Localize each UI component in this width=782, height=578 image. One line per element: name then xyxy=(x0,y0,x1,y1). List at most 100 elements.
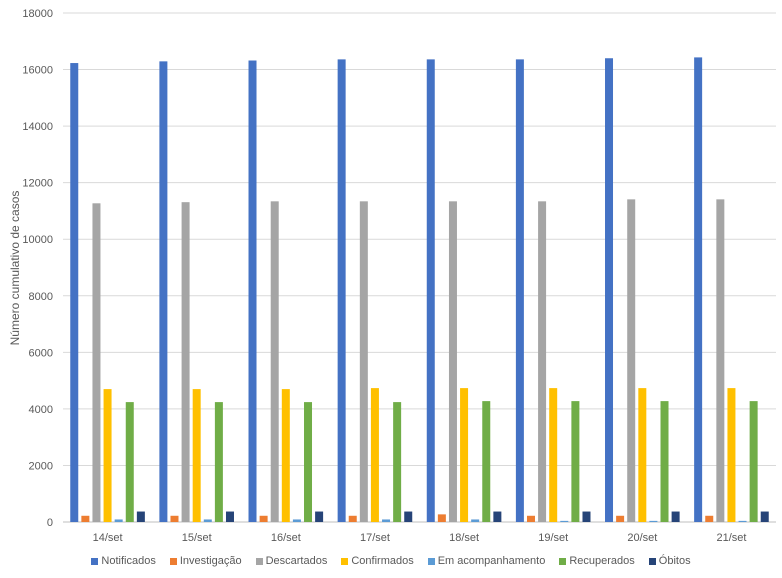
bar-em-acompanhamento-15/set xyxy=(203,519,212,522)
legend-item: Em acompanhamento xyxy=(427,555,546,567)
y-tick-label: 8000 xyxy=(29,291,53,303)
y-tick-label: 16000 xyxy=(22,65,53,77)
bar-descartados-16/set xyxy=(270,201,279,522)
legend-label: Notificados xyxy=(101,555,156,567)
bar-óbitos-21/set xyxy=(760,511,769,522)
bar-descartados-19/set xyxy=(538,201,547,522)
legend-swatch xyxy=(255,557,263,565)
legend-item: Notificados xyxy=(91,555,156,567)
bar-óbitos-17/set xyxy=(404,511,413,522)
bar-investigação-21/set xyxy=(705,515,714,522)
bar-em-acompanhamento-19/set xyxy=(560,520,569,522)
x-tick-label: 17/set xyxy=(360,532,390,544)
x-tick-label: 15/set xyxy=(182,532,212,544)
bar-em-acompanhamento-16/set xyxy=(292,519,301,522)
legend-label: Descartados xyxy=(265,555,328,567)
bar-investigação-17/set xyxy=(348,515,357,522)
bar-em-acompanhamento-14/set xyxy=(114,519,123,522)
x-tick-label: 21/set xyxy=(716,532,746,544)
bar-investigação-18/set xyxy=(437,514,446,522)
bar-investigação-19/set xyxy=(526,515,535,522)
bar-confirmados-16/set xyxy=(281,389,290,522)
bar-recuperados-21/set xyxy=(749,401,758,522)
bar-descartados-15/set xyxy=(181,202,190,522)
bar-recuperados-15/set xyxy=(214,402,223,522)
bar-notificados-16/set xyxy=(248,60,257,523)
legend-swatch xyxy=(169,557,177,565)
x-tick-label: 19/set xyxy=(538,532,568,544)
bar-óbitos-19/set xyxy=(582,511,591,522)
bar-confirmados-17/set xyxy=(370,388,379,522)
bar-investigação-16/set xyxy=(259,515,268,522)
bar-investigação-20/set xyxy=(616,515,625,522)
bar-descartados-20/set xyxy=(627,199,636,522)
bar-notificados-19/set xyxy=(515,59,524,523)
bar-confirmados-15/set xyxy=(192,389,201,522)
y-tick-label: 4000 xyxy=(29,404,53,416)
legend-item: Descartados xyxy=(255,555,328,567)
bar-recuperados-18/set xyxy=(482,401,491,522)
legend-swatch xyxy=(91,557,99,565)
bar-óbitos-20/set xyxy=(671,511,680,522)
x-tick-label: 18/set xyxy=(449,532,479,544)
gridlines xyxy=(63,12,776,523)
legend-label: Em acompanhamento xyxy=(437,555,546,567)
legend-item: Recuperados xyxy=(559,555,635,567)
bar-em-acompanhamento-18/set xyxy=(471,519,480,522)
x-tick-label: 14/set xyxy=(93,532,123,544)
bar-notificados-14/set xyxy=(70,63,79,522)
legend-swatch xyxy=(648,557,656,565)
legend-item: Óbitos xyxy=(648,555,691,567)
legend-label: Recuperados xyxy=(569,555,635,567)
bar-confirmados-20/set xyxy=(638,388,647,522)
bar-recuperados-14/set xyxy=(125,402,134,522)
bar-notificados-21/set xyxy=(694,57,703,522)
legend-item: Investigação xyxy=(169,555,242,567)
bar-em-acompanhamento-17/set xyxy=(382,519,391,522)
legend-label: Óbitos xyxy=(658,555,691,567)
bar-notificados-15/set xyxy=(159,61,168,522)
y-tick-label: 0 xyxy=(47,517,53,529)
legend: Notificados Investigação Descartados Confir… xyxy=(0,555,782,567)
x-tick-label: 16/set xyxy=(271,532,301,544)
bar-descartados-18/set xyxy=(448,201,457,522)
y-tick-label: 14000 xyxy=(22,121,53,133)
bar-óbitos-15/set xyxy=(225,511,234,522)
legend-label: Investigação xyxy=(179,555,242,567)
bar-recuperados-20/set xyxy=(660,401,669,522)
bar-recuperados-16/set xyxy=(304,402,313,522)
legend-swatch xyxy=(341,557,349,565)
x-tick-label: 20/set xyxy=(627,532,657,544)
y-tick-label: 2000 xyxy=(29,460,53,472)
bar-em-acompanhamento-20/set xyxy=(649,520,658,522)
bar-descartados-21/set xyxy=(716,199,725,522)
x-tick-labels: 14/set 15/set 16/set 17/set 18/set 19/set 20/s… xyxy=(93,532,747,544)
legend-swatch xyxy=(427,557,435,565)
y-tick-label: 12000 xyxy=(22,178,53,190)
bar-descartados-17/set xyxy=(359,201,368,522)
y-tick-label: 10000 xyxy=(22,234,53,246)
bar-confirmados-18/set xyxy=(460,388,469,522)
bar-recuperados-17/set xyxy=(393,402,402,522)
bar-investigação-15/set xyxy=(170,515,179,522)
bar-confirmados-14/set xyxy=(103,389,112,522)
y-tick-label: 6000 xyxy=(29,347,53,359)
bar-óbitos-14/set xyxy=(136,511,145,522)
bars xyxy=(70,57,769,523)
bar-confirmados-21/set xyxy=(727,388,736,522)
bar-notificados-20/set xyxy=(605,58,614,522)
bar-em-acompanhamento-21/set xyxy=(738,520,747,522)
bar-descartados-14/set xyxy=(92,203,101,522)
legend-swatch xyxy=(559,557,567,565)
bar-óbitos-16/set xyxy=(315,511,324,522)
bar-notificados-18/set xyxy=(426,59,435,523)
bar-confirmados-19/set xyxy=(549,388,558,522)
bar-óbitos-18/set xyxy=(493,511,502,522)
bar-investigação-14/set xyxy=(81,515,90,522)
bar-notificados-17/set xyxy=(337,59,346,523)
y-tick-label: 18000 xyxy=(22,8,53,20)
bar-recuperados-19/set xyxy=(571,401,580,522)
legend-label: Confirmados xyxy=(351,555,414,567)
y-axis-title: Número cumulativo de casos xyxy=(8,191,22,346)
